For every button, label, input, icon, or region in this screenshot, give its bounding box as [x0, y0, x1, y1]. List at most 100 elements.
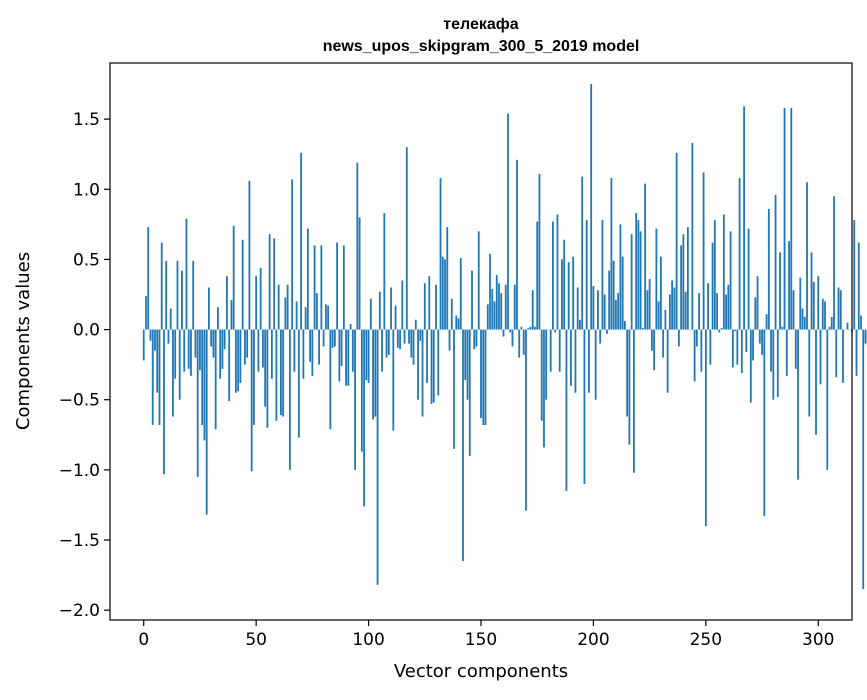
bar-component-168 — [521, 327, 523, 330]
bar-component-41 — [235, 330, 237, 393]
bar-component-257 — [721, 328, 723, 329]
bar-component-178 — [543, 330, 545, 448]
bar-component-252 — [709, 330, 711, 365]
bar-component-44 — [242, 240, 244, 330]
bar-component-273 — [757, 276, 759, 329]
bar-component-228 — [655, 229, 657, 330]
bar-component-292 — [799, 278, 801, 330]
bar-component-250 — [705, 330, 707, 526]
bar-component-10 — [165, 261, 167, 330]
bar-component-200 — [593, 286, 595, 329]
y-tick-label: 0.0 — [73, 321, 100, 341]
bar-component-109 — [388, 330, 390, 355]
bar-component-9 — [163, 330, 165, 475]
bar-component-2 — [147, 227, 149, 329]
bar-component-97 — [361, 330, 363, 452]
bar-component-140 — [458, 318, 460, 329]
bar-component-318 — [858, 243, 860, 330]
bar-component-269 — [748, 229, 750, 330]
bar-component-303 — [824, 302, 826, 330]
bar-component-174 — [534, 327, 536, 330]
bar-component-64 — [287, 285, 289, 330]
bar-component-21 — [190, 330, 192, 376]
bar-component-77 — [316, 293, 318, 329]
bar-component-91 — [347, 330, 349, 386]
bar-component-40 — [233, 226, 235, 330]
bar-component-237 — [676, 153, 678, 330]
bar-component-99 — [365, 330, 367, 381]
bar-component-75 — [311, 330, 313, 376]
bar-component-181 — [550, 330, 552, 372]
bar-component-281 — [775, 195, 777, 330]
bar-component-3 — [150, 330, 152, 341]
bar-component-126 — [426, 330, 428, 383]
bar-component-247 — [698, 293, 700, 329]
bar-component-89 — [343, 245, 345, 329]
bar-component-299 — [815, 330, 817, 435]
y-tick-label: 0.5 — [73, 250, 100, 270]
bar-component-185 — [559, 330, 561, 372]
bar-component-132 — [440, 178, 442, 330]
bar-component-161 — [505, 285, 507, 330]
bar-component-164 — [512, 330, 514, 347]
bar-component-78 — [318, 330, 320, 365]
bar-component-30 — [210, 330, 212, 347]
bar-component-213 — [622, 257, 624, 330]
bar-component-266 — [741, 330, 743, 373]
bar-component-106 — [381, 330, 383, 372]
bar-component-47 — [249, 181, 251, 330]
bar-component-0 — [143, 330, 145, 361]
bar-component-254 — [714, 220, 716, 329]
bar-component-90 — [345, 330, 347, 386]
bar-component-154 — [489, 254, 491, 330]
y-tick-label: −2.0 — [59, 601, 100, 621]
bar-component-295 — [806, 182, 808, 329]
bar-component-81 — [325, 304, 327, 329]
bar-component-207 — [608, 271, 610, 330]
bar-component-179 — [545, 330, 547, 400]
bar-component-116 — [404, 330, 406, 344]
bar-component-287 — [788, 241, 790, 329]
bar-component-98 — [363, 330, 365, 507]
bar-component-226 — [651, 330, 653, 351]
bar-component-171 — [527, 328, 529, 329]
bar-component-1 — [145, 296, 147, 330]
bar-component-8 — [161, 243, 163, 330]
bar-component-6 — [156, 330, 158, 393]
bar-component-88 — [341, 330, 343, 366]
bar-component-218 — [633, 330, 635, 473]
bar-component-72 — [305, 307, 307, 329]
bar-component-42 — [237, 330, 239, 392]
bar-component-65 — [289, 330, 291, 470]
bar-component-276 — [763, 330, 765, 517]
bar-component-60 — [278, 285, 280, 330]
bar-component-128 — [431, 330, 433, 404]
bar-component-86 — [336, 243, 338, 330]
bar-component-264 — [736, 330, 738, 365]
bar-component-35 — [222, 330, 224, 369]
bar-component-121 — [415, 320, 417, 330]
bar-component-45 — [244, 330, 246, 365]
bar-component-204 — [602, 220, 604, 329]
bar-component-203 — [599, 330, 601, 344]
bar-component-301 — [820, 330, 822, 385]
bar-component-293 — [802, 309, 804, 330]
bar-component-58 — [273, 238, 275, 329]
bar-component-167 — [518, 330, 520, 358]
bar-component-156 — [494, 302, 496, 330]
bar-component-212 — [620, 224, 622, 329]
bar-component-251 — [707, 283, 709, 329]
bar-component-256 — [718, 330, 720, 333]
bar-component-239 — [680, 245, 682, 329]
bar-component-186 — [561, 259, 563, 329]
chart-title-line1: телекафа — [443, 16, 518, 33]
bar-component-49 — [253, 330, 255, 425]
bar-component-234 — [669, 295, 671, 330]
bar-component-100 — [368, 330, 370, 383]
bar-component-46 — [246, 330, 248, 358]
bar-component-291 — [797, 330, 799, 480]
bar-component-162 — [507, 114, 509, 330]
bar-component-158 — [498, 283, 500, 329]
bar-component-297 — [811, 252, 813, 329]
